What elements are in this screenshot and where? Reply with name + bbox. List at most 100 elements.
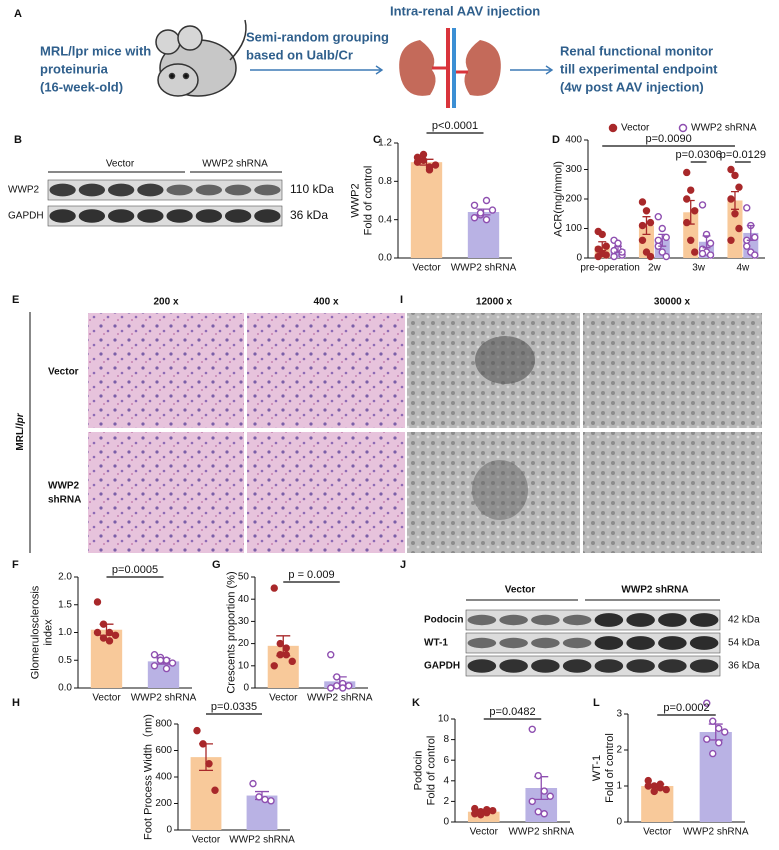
y-tick-label: 0.8 <box>378 176 392 187</box>
data-point <box>743 242 751 250</box>
data-point <box>642 207 651 215</box>
micrograph <box>583 313 762 428</box>
y-tick-label: 100 <box>565 223 582 234</box>
blot-band <box>224 209 252 223</box>
panel-label: B <box>14 134 22 146</box>
data-point <box>534 771 542 780</box>
y-axis-label: index <box>43 619 55 646</box>
micrograph <box>247 313 405 428</box>
data-point <box>751 233 759 242</box>
mouse-icon <box>155 19 247 97</box>
bar <box>699 732 732 822</box>
schematic-text: (4w post AAV injection) <box>560 79 704 94</box>
data-point <box>662 785 670 794</box>
panel-label: F <box>12 559 19 571</box>
data-point <box>654 236 662 245</box>
y-axis-label: WT-1 <box>591 755 603 781</box>
y-tick-label: 0.5 <box>58 655 72 666</box>
y-tick-label: 2 <box>616 745 622 756</box>
blot-band <box>137 209 164 223</box>
data-point <box>638 221 647 230</box>
blot-strip <box>465 609 721 631</box>
blot-band <box>531 614 560 626</box>
y-tick-label: 1.0 <box>58 627 72 638</box>
data-point <box>614 239 622 247</box>
data-point <box>477 811 485 819</box>
mag-label: 200 x <box>153 297 178 308</box>
data-point <box>482 196 491 205</box>
micrograph <box>583 432 762 553</box>
group-label: Vector <box>505 585 536 596</box>
row-label: GAPDH <box>424 661 460 672</box>
blot-band <box>594 659 624 673</box>
schematic-text: based on Ualb/Cr <box>246 47 353 62</box>
data-point <box>333 682 341 690</box>
x-tick-label: pre-operation <box>580 263 639 274</box>
blot-band <box>499 614 528 626</box>
panel-label: C <box>373 134 381 146</box>
data-point <box>731 171 739 180</box>
panel-label: E <box>12 294 19 306</box>
blot-band <box>195 184 223 196</box>
schematic-text: Renal functional monitor <box>560 43 713 58</box>
data-point <box>703 699 711 707</box>
y-tick-label: 6 <box>443 755 449 766</box>
data-point <box>267 797 275 805</box>
data-point <box>156 656 165 664</box>
data-point <box>105 628 114 637</box>
y-tick-label: 200 <box>565 194 582 205</box>
data-point <box>731 210 739 218</box>
y-axis-label: Foot Process Width（nm) <box>142 714 155 840</box>
data-point <box>483 805 491 814</box>
data-point <box>327 684 335 692</box>
blot-band <box>166 184 193 196</box>
row-label: WWP2 <box>48 481 80 492</box>
p-value: p=0.0482 <box>489 706 535 718</box>
blot-band <box>594 636 624 650</box>
data-point <box>715 739 723 747</box>
error-bar <box>598 241 607 252</box>
blot-band <box>499 659 528 673</box>
data-point <box>662 252 670 261</box>
x-tick-label: 2w <box>648 263 662 274</box>
blot-band <box>254 184 281 196</box>
data-point <box>602 242 610 250</box>
schematic-text: proteinuria <box>40 61 109 76</box>
blot-band <box>107 183 135 197</box>
data-point <box>540 787 548 795</box>
data-point <box>431 161 440 169</box>
size-label: 42 kDa <box>728 615 760 626</box>
blot-band <box>689 659 719 673</box>
data-point <box>199 740 207 748</box>
data-point <box>650 787 658 796</box>
blot-band <box>658 613 687 627</box>
blot-strip <box>465 655 721 677</box>
panel-label: L <box>593 697 600 709</box>
data-point <box>105 637 114 645</box>
x-tick-label: Vector <box>92 693 121 704</box>
y-tick-label: 1.2 <box>378 138 392 149</box>
p-value: p=0.0335 <box>211 701 257 713</box>
panel-label: A <box>14 8 22 20</box>
blot-band <box>531 659 560 673</box>
data-point <box>687 236 695 245</box>
y-axis-label: ACR(mg/mmol) <box>553 161 565 237</box>
blot-band <box>626 659 655 673</box>
data-point <box>646 252 655 261</box>
data-point <box>709 717 717 725</box>
data-point <box>270 662 278 670</box>
bar <box>410 162 443 258</box>
data-point <box>168 659 177 667</box>
schematic-text: till experimental endpoint <box>560 61 718 76</box>
group-label: WWP2 shRNA <box>621 585 688 596</box>
data-point <box>706 239 715 247</box>
data-point <box>419 156 428 164</box>
data-point <box>654 212 662 221</box>
mag-label: 12000 x <box>476 297 513 308</box>
data-point <box>598 230 606 239</box>
y-tick-label: 50 <box>238 572 250 583</box>
panel-label: K <box>412 697 420 709</box>
blot <box>465 609 721 677</box>
group-label: WWP2 shRNA <box>202 159 268 170</box>
data-point <box>482 215 491 224</box>
